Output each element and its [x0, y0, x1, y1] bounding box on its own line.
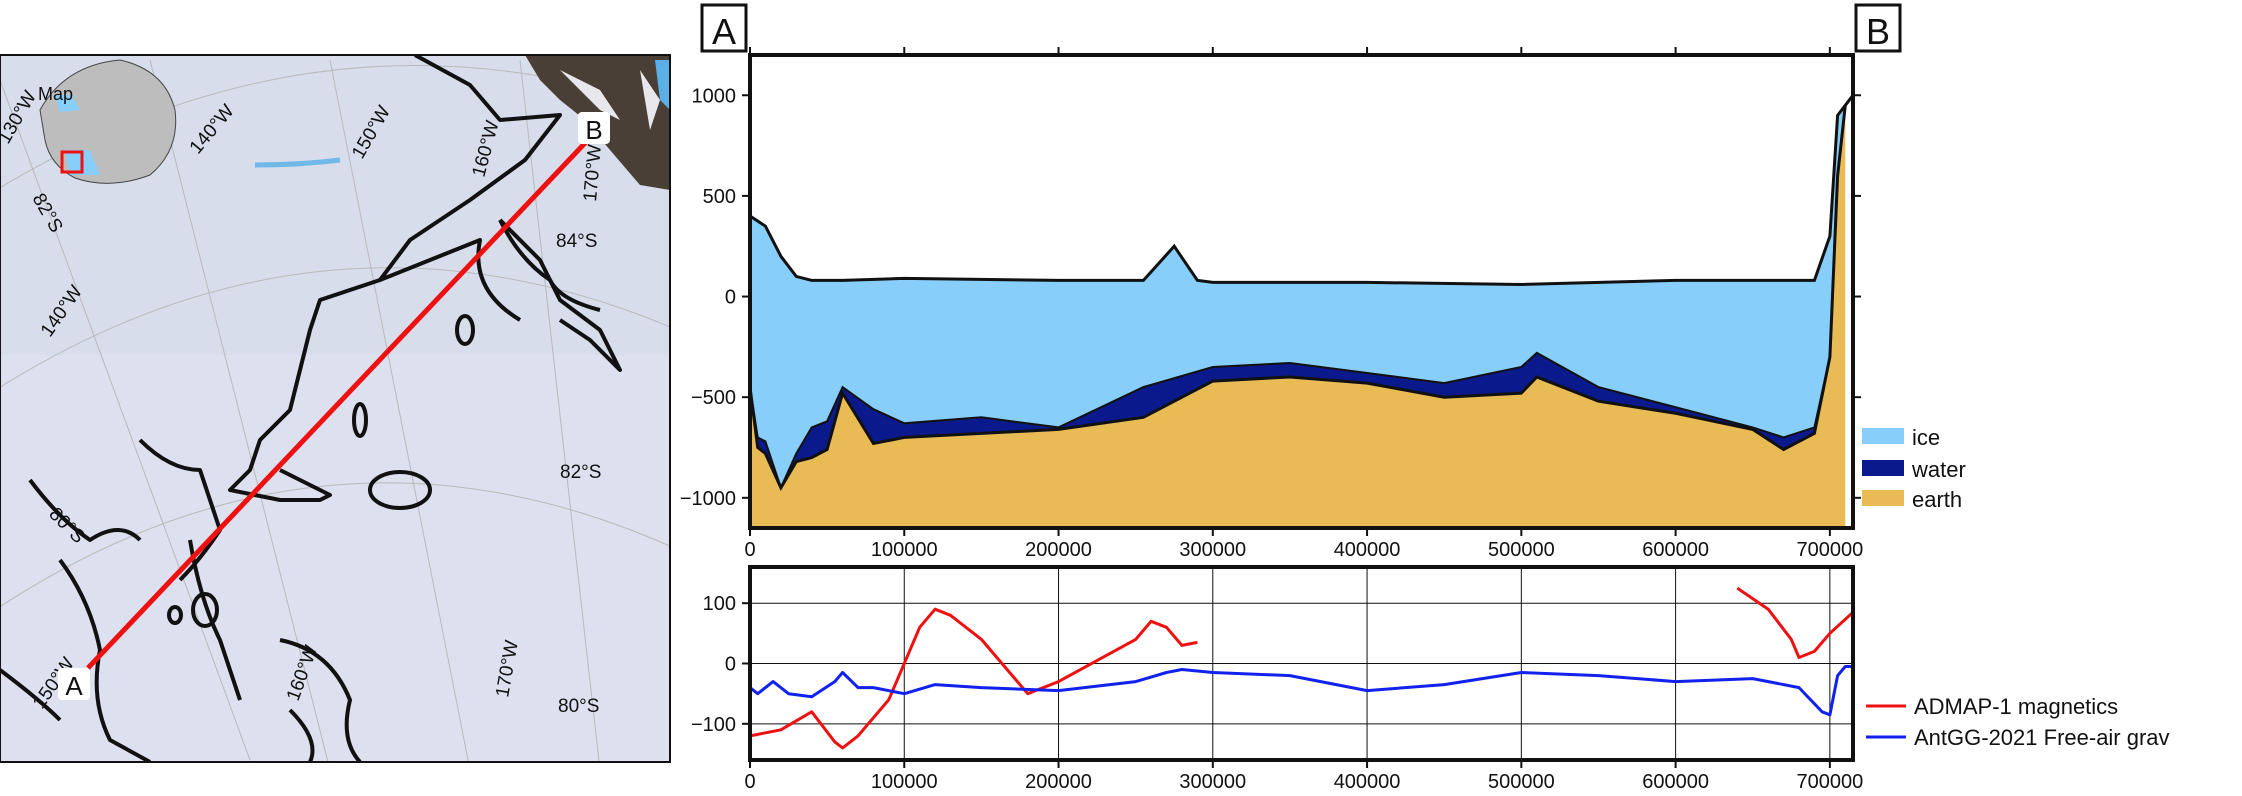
- x-tick-label: 100000: [871, 539, 938, 561]
- earth-layer: [750, 105, 1846, 528]
- y-tick-label: 1000: [692, 85, 737, 107]
- y-tick-label: 100: [703, 593, 736, 615]
- legend-label-ice: ice: [1912, 425, 1940, 450]
- profile-end-label: B: [585, 115, 602, 145]
- x-tick-label: 200000: [1025, 771, 1092, 793]
- geophysics-y-axis: −100 0 100: [691, 593, 750, 736]
- y-tick-label: −1000: [680, 488, 736, 510]
- map-panel: Map 130°W 140°W 150°W 160°W 170°W 82°S 8…: [0, 54, 671, 763]
- y-tick-label: 0: [725, 287, 736, 309]
- map-frame: [0, 54, 671, 763]
- x-tick-label: 600000: [1642, 539, 1709, 561]
- geophysics-grid: [749, 567, 1853, 760]
- bed-line: [750, 105, 1847, 491]
- cross-section-legend: ice water earth: [1862, 425, 1966, 512]
- label-b-box: B: [1854, 3, 1902, 53]
- y-tick-label: −500: [691, 387, 736, 409]
- cross-section-frame: [748, 53, 1855, 530]
- x-tick-label: 100000: [871, 771, 938, 793]
- inset-locator-box: [60, 150, 84, 174]
- y-tick-label: −100: [691, 714, 736, 736]
- x-tick-label: 0: [744, 771, 755, 793]
- islands: [167, 314, 475, 628]
- cross-section-x-axis: 0 100000 200000 300000 400000 500000 600000 700…: [744, 47, 1863, 561]
- surface-line: [750, 94, 1853, 287]
- profile-start-label: A: [65, 671, 83, 701]
- lat-label-80s: 80°S: [558, 696, 599, 717]
- x-tick-label: 400000: [1334, 539, 1401, 561]
- lon-label-170w-top: 170°W: [580, 144, 606, 203]
- x-tick-label: 600000: [1642, 771, 1709, 793]
- legend-swatch-ice: [1862, 428, 1904, 444]
- inset-label: Map: [38, 84, 73, 104]
- geophysics-x-axis: 0 100000 200000 300000 400000 500000 600000 700…: [744, 760, 1863, 793]
- cross-section-y-axis: −1000 −500 0 500 1000: [680, 85, 1861, 510]
- icebase-line: [750, 105, 1847, 491]
- inset-map: Map: [38, 59, 177, 184]
- legend-label-earth: earth: [1912, 487, 1962, 512]
- geophysics-chart: 0 100000 200000 300000 400000 500000 600000 700…: [691, 565, 2170, 793]
- chart-start-label: A: [712, 11, 736, 52]
- profile-marker-b: B: [578, 112, 610, 145]
- legend-swatch-earth: [1862, 490, 1904, 506]
- grounding-line: [0, 55, 622, 762]
- x-tick-label: 700000: [1796, 771, 1863, 793]
- cross-section-chart: 0 100000 200000 300000 400000 500000 600000 700…: [680, 3, 1966, 561]
- chart-end-label: B: [1866, 11, 1890, 52]
- magnetics-line: [1736, 586, 1853, 659]
- profile-line: [86, 140, 588, 670]
- y-tick-label: 0: [725, 654, 736, 676]
- x-tick-label: 0: [744, 539, 755, 561]
- x-tick-label: 700000: [1796, 539, 1863, 561]
- label-a-box: A: [700, 3, 748, 53]
- geophysics-legend: ADMAP-1 magnetics AntGG-2021 Free-air gr…: [1866, 694, 2170, 750]
- ice-layer: [750, 95, 1853, 488]
- profile-marker-a: A: [58, 668, 90, 701]
- legend-swatch-water: [1862, 460, 1904, 476]
- x-tick-label: 500000: [1488, 771, 1555, 793]
- x-tick-label: 300000: [1179, 771, 1246, 793]
- legend-label-gravity: AntGG-2021 Free-air grav: [1914, 725, 2170, 750]
- magnetics-line: [750, 607, 1198, 750]
- gravity-line: [750, 665, 1853, 717]
- y-tick-label: 500: [703, 186, 736, 208]
- lat-label-82s: 82°S: [560, 462, 601, 483]
- x-tick-label: 400000: [1334, 771, 1401, 793]
- x-tick-label: 200000: [1025, 539, 1092, 561]
- geophysics-series: [750, 586, 1853, 750]
- legend-label-magnetics: ADMAP-1 magnetics: [1914, 694, 2118, 719]
- legend-label-water: water: [1911, 457, 1966, 482]
- lat-label-84s: 84°S: [556, 231, 597, 252]
- x-tick-label: 500000: [1488, 539, 1555, 561]
- x-tick-label: 300000: [1179, 539, 1246, 561]
